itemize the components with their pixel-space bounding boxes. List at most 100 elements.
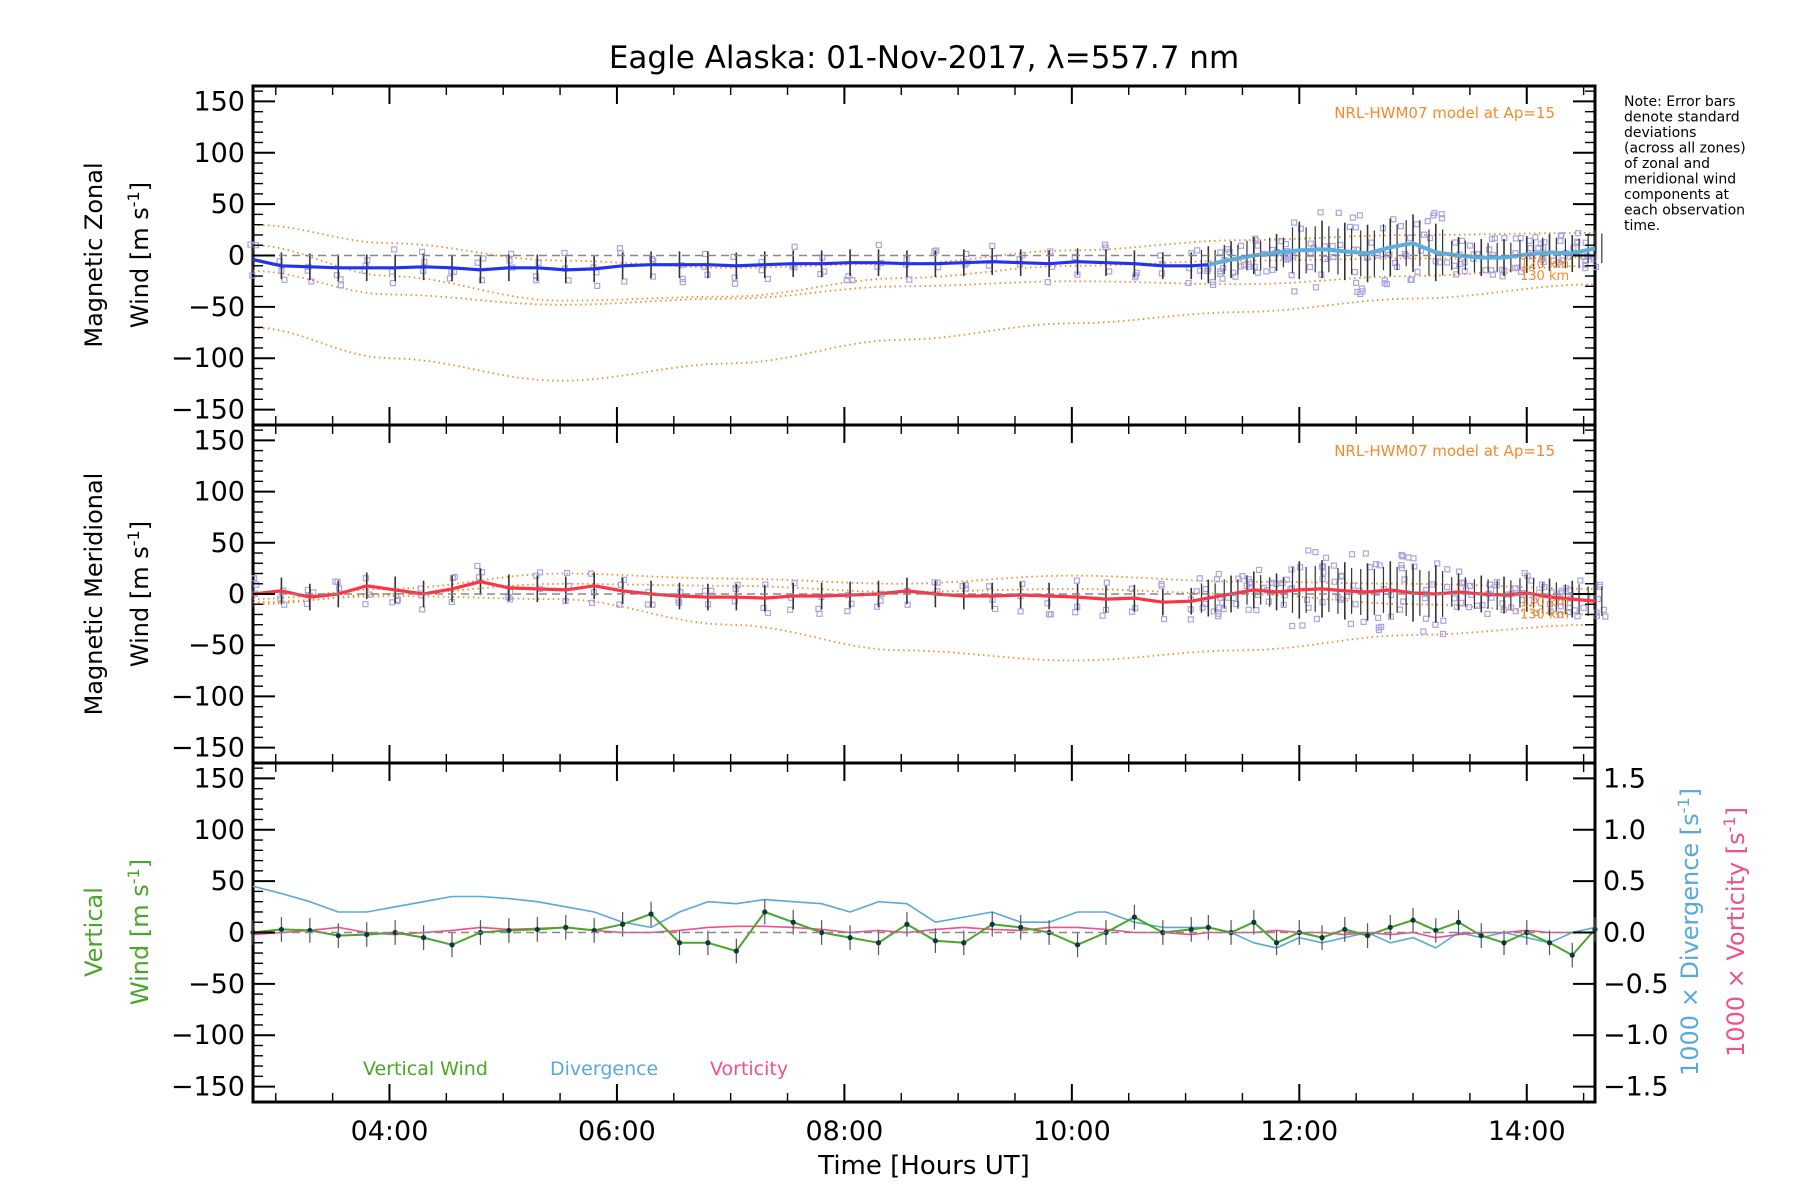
zonal-scatter-point — [1438, 210, 1445, 218]
zonal-scatter-point — [1237, 242, 1245, 249]
right-y-tick-label: 0.0 — [1603, 918, 1646, 949]
meridional-scatter-point — [1451, 595, 1458, 602]
vertical-wind-point — [989, 921, 995, 927]
note-line: each observation — [1624, 203, 1745, 219]
meridional-scatter-point — [985, 583, 993, 590]
meridional-scatter-point — [874, 603, 881, 610]
meridional-scatter-point — [734, 581, 741, 589]
vertical-wind-point — [1592, 926, 1598, 933]
meridional-scatter-point — [787, 606, 794, 613]
zonal-scatter-point — [1486, 246, 1493, 253]
vertical-wind-point — [420, 935, 427, 941]
zonal-scatter-point — [1307, 240, 1314, 247]
meridional-scatter-point — [1239, 573, 1246, 580]
meridional-scatter-point — [1220, 605, 1227, 613]
axes-layer: −150−100−50050100150−150−100−50050100150… — [171, 86, 1669, 1147]
divergence-axis-label-close: ] — [1676, 788, 1704, 797]
vertical-wind-point — [1018, 924, 1024, 930]
meridional-scatter-point — [1398, 565, 1406, 572]
meridional-scatter-point — [815, 605, 822, 612]
meridional-scatter-point — [1046, 611, 1053, 618]
note-line: meridional wind — [1624, 172, 1736, 188]
vertical-wind-point — [449, 942, 455, 948]
zonal-scatter-point — [1209, 279, 1216, 286]
meridional-ylabel-close: ] — [126, 521, 154, 530]
zonal-scatter-point — [1431, 209, 1438, 217]
zonal-scatter-point — [565, 277, 572, 284]
meridional-scatter-point — [992, 605, 999, 613]
meridional-scatter-point — [1411, 563, 1418, 570]
vertical-wind-point — [1387, 924, 1393, 930]
zonal-scatter-point — [337, 282, 344, 289]
meridional-scatter-point — [760, 604, 767, 612]
right-y-tick-label: −1.0 — [1603, 1020, 1669, 1051]
zonal-scatter-point — [1383, 281, 1390, 288]
meridional-scatter-point — [1312, 549, 1319, 556]
divergence-axis-label-main: 1000 × Divergence [s — [1676, 813, 1704, 1076]
meridional-scatter-point — [1453, 603, 1461, 610]
zonal-scatter-point — [1330, 253, 1337, 260]
meridional-scatter-point — [336, 585, 343, 592]
vertical-wind-point — [620, 921, 626, 927]
meridional-scatter-point — [1072, 609, 1079, 616]
vorticity-axis-label: 1000 × Vorticity [s-1] — [1720, 807, 1751, 1057]
vertical-wind-point — [847, 935, 853, 941]
zonal-scatter-point — [1354, 288, 1361, 296]
x-tick-label: 10:00 — [1033, 1116, 1111, 1147]
zonal-scatter-point — [1356, 212, 1364, 219]
vertical-wind-point — [1364, 932, 1371, 939]
vertical-wind-point — [648, 911, 654, 917]
meridional-scatter-point — [1456, 568, 1463, 575]
y-tick-label: 150 — [193, 425, 245, 456]
y-tick-label: 0 — [228, 918, 245, 949]
meridional-scatter-point — [1019, 580, 1026, 588]
note-line: deviations — [1624, 125, 1696, 141]
meridional-scatter-point — [1420, 628, 1427, 635]
zonal-scatter-point — [533, 277, 540, 284]
meridional-scatter-point — [1253, 606, 1260, 614]
zonal-scatter-point — [1386, 251, 1393, 258]
meridional-scatter-point — [449, 574, 457, 582]
zonal-scatter-point — [1251, 263, 1258, 270]
vertical-wind-point — [591, 927, 597, 934]
vorticity-line — [252, 925, 1595, 939]
zonal-scatter-point — [1537, 240, 1545, 247]
meridional-scatter-point — [536, 569, 544, 576]
y-tick-label: 50 — [211, 189, 245, 220]
vertical-wind-point — [1160, 929, 1166, 936]
zonal-scatter-point — [480, 255, 487, 262]
note-line: of zonal and — [1624, 156, 1710, 172]
meridional-scatter-point — [1556, 611, 1564, 618]
x-tick-label: 08:00 — [805, 1116, 883, 1147]
note-line: components at — [1624, 187, 1730, 203]
zonal-scatter-point — [308, 278, 315, 285]
zonal-scatter-point — [906, 276, 913, 283]
meridional-scatter-point — [1521, 569, 1528, 577]
zonal-scatter-point — [935, 264, 942, 271]
meridional-scatter-point — [1230, 594, 1237, 602]
zonal-scatter-point — [1197, 267, 1204, 274]
y-tick-label: −150 — [171, 733, 245, 764]
meridional-scatter-point — [1330, 562, 1338, 569]
zonal-scatter-point — [1306, 263, 1314, 271]
zonal-scatter-point — [845, 273, 852, 280]
meridional-scatter-point — [764, 609, 772, 617]
meridional-scatter-point — [1245, 606, 1252, 613]
meridional-scatter-point — [1541, 583, 1548, 591]
meridional-scatter-point — [1199, 604, 1206, 611]
right-y-tick-label: 1.0 — [1603, 815, 1646, 846]
meridional-model-alt-label: 120 km — [1520, 595, 1569, 610]
meridional-scatter-point — [1465, 604, 1472, 611]
vertical-wind-point — [819, 929, 825, 936]
zonal-scatter-point — [478, 277, 486, 284]
zonal-scatter-point — [679, 275, 686, 282]
vertical-ylabel-line1: Vertical — [80, 887, 108, 977]
zonal-scatter-point — [817, 271, 824, 278]
zonal-scatter-point — [1414, 268, 1421, 275]
zonal-scatter-point — [1580, 253, 1587, 261]
zonal-scatter-point — [1217, 249, 1224, 256]
meridional-ylabel-sup: -1 — [124, 530, 143, 546]
meridional-scatter-point — [616, 601, 623, 608]
